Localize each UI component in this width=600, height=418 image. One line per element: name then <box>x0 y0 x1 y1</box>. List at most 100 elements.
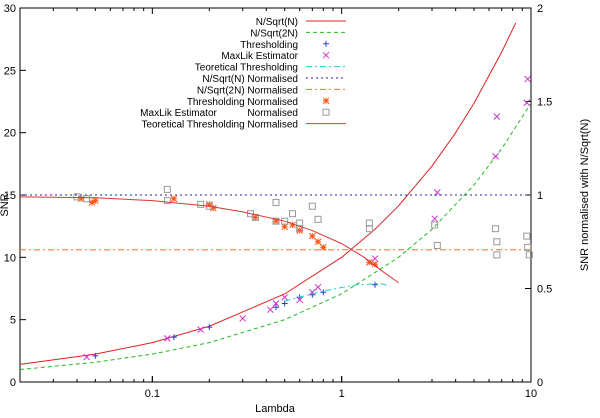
point-stroke <box>163 185 171 193</box>
point-stroke <box>251 214 259 221</box>
legend-item-maxlik-estimator-normalised: MaxLik Estimator Normalised <box>140 108 330 119</box>
legend-label: N/Sqrt(N) <box>256 17 298 28</box>
series-line <box>19 196 399 284</box>
series-n-sqrt-2n <box>19 102 532 371</box>
y2-tick-label: 1.5 <box>537 97 552 109</box>
legend-label: MaxLik Estimator Normalised <box>140 108 298 119</box>
data-point <box>83 195 91 203</box>
data-point <box>206 324 213 331</box>
data-point <box>92 352 99 359</box>
point-stroke <box>77 195 85 203</box>
y-tick-label: 5 <box>10 315 16 327</box>
data-point <box>433 241 441 249</box>
y2-tick-label: 0.5 <box>537 284 552 296</box>
point-stroke <box>493 251 501 259</box>
point-stroke <box>272 217 280 225</box>
data-point <box>281 300 288 307</box>
point-stroke <box>289 210 297 218</box>
legend-item-teoretical-thresholding-normalised: Teoretical Thresholding Normalised <box>141 120 346 131</box>
data-point <box>281 293 289 301</box>
legend-item-n-sqrt-2n-normalised: N/Sqrt(2N) Normalised <box>197 85 346 96</box>
point-stroke <box>319 244 327 251</box>
point-stroke <box>73 193 81 201</box>
data-point <box>525 251 533 259</box>
point-stroke <box>209 204 217 212</box>
point-stroke <box>524 243 532 251</box>
data-point <box>239 315 247 322</box>
data-point <box>289 221 296 229</box>
point-stroke <box>493 113 501 120</box>
legend-label: N/Sqrt(N) Normalised <box>202 74 298 85</box>
data-point <box>365 219 373 227</box>
data-point <box>314 238 322 246</box>
data-point <box>247 210 255 218</box>
y-tick-label: 30 <box>4 3 16 15</box>
y2-tick-label: 1 <box>537 190 543 202</box>
data-point <box>170 195 178 203</box>
data-point <box>371 260 379 268</box>
x-tick-label: 0.1 <box>145 388 160 400</box>
legend-label: Thresholding Normalised <box>187 97 298 108</box>
point-stroke <box>296 296 304 304</box>
series-line <box>284 283 391 302</box>
series-line <box>19 22 517 365</box>
data-point <box>205 200 213 208</box>
data-point <box>431 215 439 223</box>
series-maxlik-estimator-normalised <box>73 185 533 259</box>
point-stroke <box>281 293 289 301</box>
legend-item-thresholding: Thresholding <box>240 40 329 51</box>
point-stroke <box>163 197 171 205</box>
point-stroke <box>322 97 330 105</box>
y-tick-label: 15 <box>4 190 16 202</box>
point-stroke <box>197 200 205 208</box>
data-point <box>281 217 289 225</box>
data-point <box>296 296 304 304</box>
data-point <box>524 243 532 251</box>
point-stroke <box>92 352 99 359</box>
legend-item-n-sqrt-n: N/Sqrt(N) <box>256 17 346 28</box>
point-stroke <box>433 241 441 249</box>
legend-item-n-sqrt-n-normalised: N/Sqrt(N) Normalised <box>202 74 346 85</box>
point-stroke <box>314 238 322 246</box>
point-stroke <box>492 225 500 233</box>
point-stroke <box>205 200 213 208</box>
point-stroke <box>525 251 533 259</box>
point-stroke <box>83 195 91 203</box>
data-point <box>170 334 177 341</box>
series-line <box>19 102 532 371</box>
y-tick-label: 0 <box>10 377 16 389</box>
data-point <box>365 225 373 233</box>
data-point <box>272 217 280 225</box>
point-stroke <box>314 215 322 223</box>
data-point <box>308 202 316 210</box>
point-stroke <box>197 326 205 333</box>
data-point <box>319 244 327 251</box>
point-stroke <box>431 221 439 229</box>
point-stroke <box>365 219 373 227</box>
point-stroke <box>170 195 178 203</box>
y-tick-label: 25 <box>4 65 16 77</box>
point-stroke <box>372 281 379 288</box>
point-stroke <box>91 197 99 204</box>
data-point <box>266 306 274 314</box>
y2-tick-label: 2 <box>537 3 543 15</box>
legend-item-thresholding-normalised: Thresholding Normalised <box>187 97 330 108</box>
point-stroke <box>314 283 322 291</box>
point-stroke <box>266 306 274 314</box>
data-point <box>88 199 96 206</box>
point-stroke <box>523 99 531 107</box>
point-stroke <box>281 300 288 307</box>
legend-label: Teoretical Thresholding Normalised <box>141 120 298 131</box>
data-point <box>272 217 280 225</box>
data-point <box>209 204 217 212</box>
data-point <box>314 215 322 223</box>
data-point <box>296 227 304 234</box>
x-tick-label: 10 <box>525 388 537 400</box>
series-n-sqrt-n <box>19 22 517 365</box>
data-point <box>83 353 91 361</box>
point-stroke <box>88 199 96 206</box>
data-point <box>197 326 205 333</box>
point-stroke <box>523 232 531 240</box>
